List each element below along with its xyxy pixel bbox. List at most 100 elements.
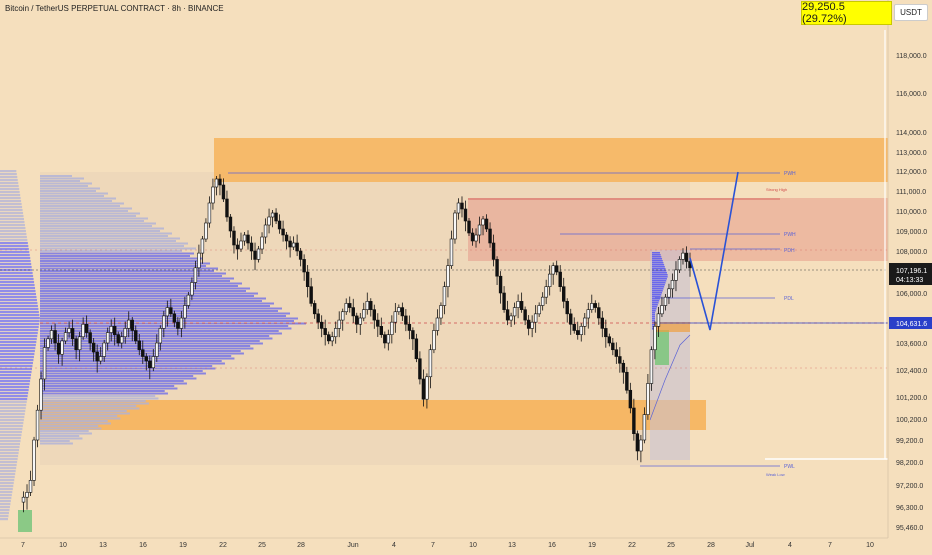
candle-body — [670, 280, 675, 290]
candle-body — [463, 208, 468, 222]
candle-body — [197, 252, 201, 269]
candle-body — [365, 301, 369, 310]
candle-body — [211, 186, 215, 204]
candle-body — [46, 338, 50, 348]
candle-body — [326, 334, 331, 342]
orange-imbalance-box — [655, 322, 690, 332]
y-tick-label: 113,000.0 — [896, 150, 927, 157]
candle-body — [414, 338, 419, 360]
candle-body — [565, 301, 569, 315]
candle-body — [288, 240, 292, 248]
candle-body — [123, 328, 127, 338]
x-tick-label: 25 — [258, 542, 266, 549]
candle-body — [526, 319, 531, 329]
candle-body — [239, 240, 243, 250]
candle-body — [358, 317, 362, 325]
candle-body — [558, 271, 562, 287]
candle-body — [446, 265, 450, 288]
green-imbalance-box — [655, 330, 669, 365]
candle-body — [656, 313, 661, 327]
candle-body — [60, 340, 64, 355]
candle-body — [305, 271, 310, 287]
candle-body — [390, 321, 394, 335]
candle-body — [432, 330, 436, 351]
candle-body — [88, 332, 92, 344]
x-tick-label: 19 — [179, 542, 187, 549]
candle-body — [540, 296, 545, 306]
y-tick-label: 112,000.0 — [896, 169, 927, 176]
y-tick-label: 102,400.0 — [896, 368, 927, 375]
candle-body — [684, 252, 689, 262]
candle-body — [169, 307, 173, 315]
candle-body — [607, 336, 612, 344]
candle-body — [386, 334, 391, 344]
x-tick-label: 10 — [469, 542, 477, 549]
annotation-label: PDH — [784, 248, 795, 254]
candle-body — [281, 228, 285, 236]
candle-body — [81, 323, 85, 338]
candle-body — [348, 303, 352, 308]
candle-body — [84, 323, 89, 333]
currency-selector[interactable]: USDT — [894, 4, 928, 21]
candle-body — [660, 305, 664, 315]
candle-body — [579, 326, 583, 335]
x-tick-label: 7 — [431, 542, 435, 549]
candle-body — [98, 356, 103, 362]
x-tick-label: 19 — [588, 542, 596, 549]
x-tick-label: 13 — [99, 542, 107, 549]
candle-body — [21, 496, 26, 503]
candle-body — [158, 328, 163, 344]
candle-body — [137, 340, 141, 351]
candle-body — [519, 301, 524, 310]
x-tick-label: 7 — [828, 542, 832, 549]
candle-body — [435, 317, 440, 331]
y-tick-label: 110,000.0 — [896, 209, 927, 216]
countdown-label: 04:13:33 — [896, 277, 923, 284]
candle-body — [421, 378, 426, 400]
candle-body — [632, 407, 636, 435]
candle-body — [25, 492, 29, 498]
candle-body — [330, 336, 334, 342]
x-tick-label: 28 — [297, 542, 305, 549]
candle-body — [449, 238, 454, 267]
candle-body — [491, 242, 496, 260]
candle-body — [253, 250, 257, 260]
x-tick-label: 22 — [219, 542, 227, 549]
y-tick-label: 109,000.0 — [896, 229, 927, 236]
y-tick-label: 96,300.0 — [896, 505, 923, 512]
candle-body — [460, 202, 464, 210]
candle-body — [228, 216, 233, 232]
candle-body — [484, 218, 489, 230]
x-tick-label: 4 — [392, 542, 396, 549]
x-tick-label: 22 — [628, 542, 636, 549]
candle-body — [530, 321, 534, 329]
x-tick-label: 10 — [866, 542, 874, 549]
x-tick-label: 4 — [788, 542, 792, 549]
y-tick-label: 97,200.0 — [896, 483, 923, 490]
candle-body — [207, 202, 212, 224]
annotation-label: PWH — [784, 232, 796, 238]
candle-body — [376, 319, 380, 327]
candle-body — [509, 315, 513, 321]
candle-body — [576, 330, 580, 335]
y-tick-label: 98,200.0 — [896, 460, 923, 467]
y-tick-label: 100,200.0 — [896, 417, 927, 424]
x-tick-label: Jun — [347, 542, 358, 549]
candle-body — [242, 234, 247, 242]
candle-body — [456, 202, 461, 214]
x-tick-label: 7 — [21, 542, 25, 549]
candle-body — [35, 409, 40, 441]
candle-body — [53, 330, 57, 344]
level-price-tag — [889, 317, 932, 329]
candle-body — [134, 330, 138, 342]
candle-body — [186, 294, 191, 306]
candle-body — [590, 303, 594, 310]
x-tick-label: 16 — [548, 542, 556, 549]
candle-body — [667, 288, 671, 298]
y-tick-label: 108,000.0 — [896, 249, 927, 256]
candle-body — [74, 338, 78, 351]
candle-body — [67, 328, 71, 333]
candle-body — [49, 330, 54, 340]
